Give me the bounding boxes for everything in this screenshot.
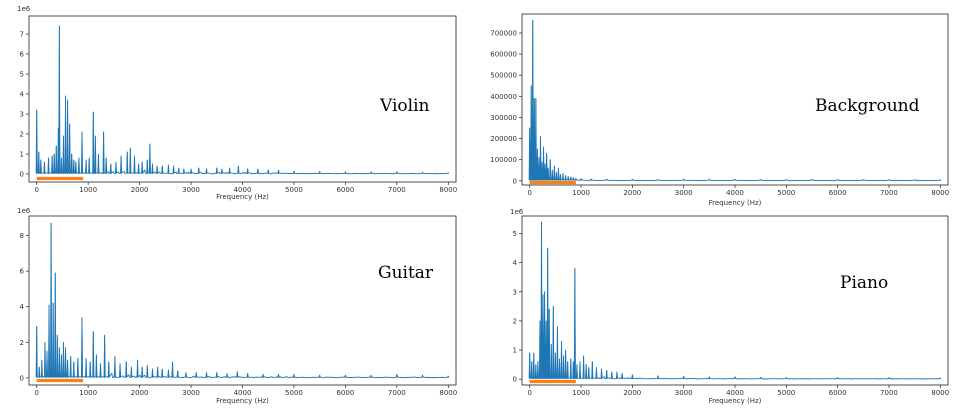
x-tick-label: 8000 <box>439 186 457 194</box>
y-tick-label: 3 <box>20 111 24 119</box>
x-tick-label: 5000 <box>777 189 795 197</box>
instrument-label: Background <box>815 96 920 116</box>
y-tick-label: 500000 <box>490 72 517 80</box>
violin-spectrum-panel: 0 1000 2000 3000 4000 5000 6000 7000 8000 0 1 2 3 4 5 6… <box>17 5 457 201</box>
y-tick-label: 5 <box>20 71 24 79</box>
y-tick-label: 4 <box>20 91 25 99</box>
x-tick-label: 6000 <box>336 389 354 397</box>
x-tick-label: 5000 <box>777 389 795 397</box>
x-axis-label: Frequency (Hz) <box>216 193 269 201</box>
x-tick-label: 0 <box>34 389 38 397</box>
y-tick-label: 400000 <box>490 93 517 101</box>
spectrum-line <box>35 222 450 379</box>
x-tick-label: 4000 <box>234 389 252 397</box>
x-tick-label: 1000 <box>79 186 97 194</box>
y-tick-label: 2 <box>20 131 24 139</box>
piano-spectrum-panel: 0 1000 2000 3000 4000 5000 6000 7000 8000 0 1 2 3 4 5 F… <box>510 208 949 405</box>
y-tick-label: 1 <box>20 151 24 159</box>
y-tick-label: 200000 <box>490 135 517 143</box>
x-tick-label: 7000 <box>880 389 898 397</box>
x-tick-label: 7000 <box>388 186 406 194</box>
x-tick-label: 7000 <box>880 189 898 197</box>
y-tick-label: 7 <box>20 31 24 39</box>
x-tick-label: 2000 <box>623 389 641 397</box>
y-offset-label: 1e6 <box>510 208 524 216</box>
y-tick-label: 300000 <box>490 114 517 122</box>
instrument-label: Piano <box>840 273 888 293</box>
y-tick-label: 4 <box>513 259 518 267</box>
x-tick-label: 1000 <box>572 389 590 397</box>
y-tick-label: 0 <box>20 374 24 382</box>
y-tick-label: 5 <box>513 230 517 238</box>
y-tick-label: 0 <box>513 376 517 384</box>
y-offset-label: 1e6 <box>17 5 31 13</box>
background-spectrum-panel: 0 1000 2000 3000 4000 5000 6000 7000 8000 0 100000… <box>490 13 949 207</box>
x-tick-label: 3000 <box>182 389 200 397</box>
x-tick-label: 1000 <box>79 389 97 397</box>
y-tick-label: 8 <box>20 232 24 240</box>
y-tick-label: 2 <box>513 317 517 325</box>
axes-frame <box>521 215 949 386</box>
x-tick-label: 0 <box>527 189 531 197</box>
x-tick-label: 6000 <box>829 389 847 397</box>
guitar-spectrum-panel: 0 1000 2000 3000 4000 5000 6000 7000 8000 0 2 4 6 8 Fr… <box>17 207 457 405</box>
x-tick-label: 0 <box>527 389 531 397</box>
y-offset-label: 1e6 <box>17 207 31 215</box>
y-tick-label: 4 <box>20 303 25 311</box>
x-tick-label: 4000 <box>234 186 252 194</box>
y-tick-label: 100000 <box>490 156 517 164</box>
instrument-label: Guitar <box>378 263 434 283</box>
x-tick-label: 8000 <box>439 389 457 397</box>
x-axis-label: Frequency (Hz) <box>216 397 269 405</box>
x-tick-label: 2000 <box>623 189 641 197</box>
x-tick-label: 0 <box>34 186 38 194</box>
spectrum-line <box>528 221 942 380</box>
y-tick-label: 6 <box>20 268 25 276</box>
x-tick-label: 5000 <box>285 389 303 397</box>
x-tick-label: 8000 <box>931 189 949 197</box>
x-tick-label: 2000 <box>131 389 149 397</box>
y-tick-label: 2 <box>20 339 24 347</box>
y-tick-label: 3 <box>513 288 517 296</box>
x-axis-label: Frequency (Hz) <box>709 199 762 207</box>
instrument-label: Violin <box>379 96 430 116</box>
x-tick-label: 6000 <box>829 189 847 197</box>
x-tick-label: 3000 <box>675 389 693 397</box>
x-tick-label: 6000 <box>336 186 354 194</box>
x-tick-label: 2000 <box>131 186 149 194</box>
y-tick-label: 0 <box>513 177 517 185</box>
x-tick-label: 7000 <box>388 389 406 397</box>
x-tick-label: 4000 <box>726 189 744 197</box>
x-tick-label: 8000 <box>931 389 949 397</box>
x-axis-label: Frequency (Hz) <box>709 397 762 405</box>
y-tick-label: 1 <box>513 347 517 355</box>
y-tick-label: 700000 <box>490 30 517 38</box>
x-tick-label: 3000 <box>182 186 200 194</box>
y-tick-label: 600000 <box>490 51 517 59</box>
x-tick-label: 1000 <box>572 189 590 197</box>
y-tick-label: 6 <box>20 51 25 59</box>
x-tick-label: 5000 <box>285 186 303 194</box>
y-tick-label: 0 <box>20 171 24 179</box>
x-tick-label: 3000 <box>675 189 693 197</box>
x-tick-label: 4000 <box>726 389 744 397</box>
